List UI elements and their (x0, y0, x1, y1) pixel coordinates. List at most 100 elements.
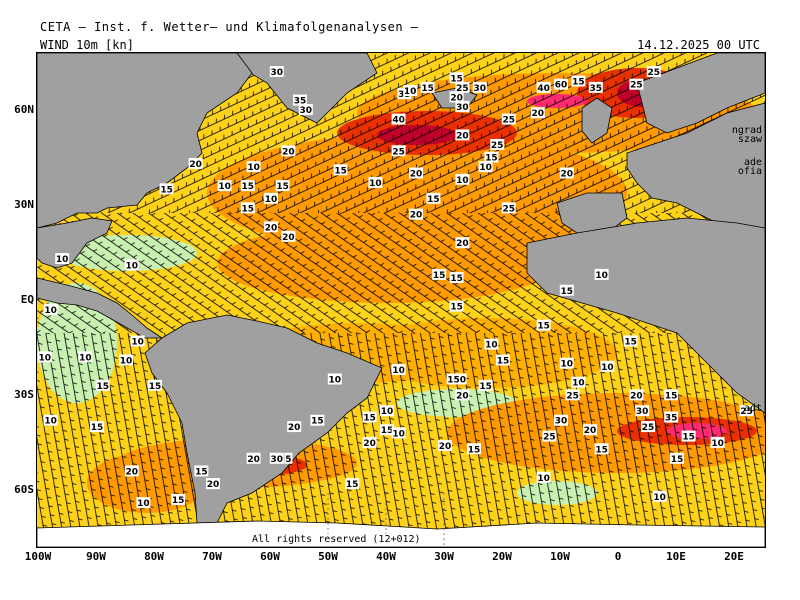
speed-label-bg (536, 81, 551, 93)
scandinavia (636, 53, 765, 134)
speed-label-bg (554, 414, 568, 426)
speed-label: 15 (450, 74, 463, 84)
speed-label: 15 (346, 480, 359, 490)
speed-label: 15 (149, 382, 162, 392)
city-fragment-warszaw: szaw (737, 134, 762, 145)
speed-label: 10 (601, 363, 614, 373)
lon-label-0: 0 (614, 550, 622, 563)
lat-label-30n: 30N (14, 198, 34, 211)
speed-label: 25 (543, 433, 556, 443)
speed-label: 25 (566, 391, 579, 401)
speed-label-bg (206, 478, 220, 490)
speed-label-bg (478, 161, 493, 173)
speed-label-bg (409, 208, 423, 220)
speed-label: 25 (740, 407, 753, 417)
lat-label-60s: 60S (14, 483, 34, 496)
speed-label: 10 (711, 439, 724, 449)
city-fragment-kaliningrad: ngrad (731, 125, 762, 136)
speed-label: 10 (247, 163, 260, 173)
speed-label: 25 (491, 141, 504, 151)
speed-label-bg (284, 452, 293, 464)
speed-label-bg (159, 183, 174, 195)
speed-label-bg (446, 373, 467, 385)
speed-label-bg (380, 424, 394, 436)
speed-label-bg (362, 411, 377, 423)
iberia (556, 192, 628, 234)
speed-label: 10 (265, 195, 278, 205)
speed-label-bg (426, 192, 441, 204)
speed-label-bg (345, 478, 360, 490)
speed-label: 20 (189, 160, 202, 170)
speed-label-bg (455, 81, 470, 93)
speed-label: 30 (636, 407, 649, 417)
speed-label: 15 (97, 382, 110, 392)
speed-label: 30 (300, 106, 313, 116)
speed-label: 10 (381, 407, 394, 417)
speed-label-bg (95, 379, 110, 391)
speed-label-bg (217, 180, 232, 192)
parameter-label: WIND 10m [kn] (40, 38, 134, 52)
speed-label-bg (467, 443, 481, 455)
speed-label: 10 (561, 360, 574, 370)
lon-label-10w: 10W (550, 550, 570, 563)
speed-label-bg (43, 414, 58, 426)
speed-label: 20 (584, 426, 597, 436)
speed-label-bg (391, 113, 406, 125)
speed-label-bg (565, 389, 580, 401)
speed-label: 30 (555, 417, 568, 427)
speed-label-bg (496, 354, 510, 366)
speed-label: 10 (218, 182, 231, 192)
speed-label: 20 (630, 391, 643, 401)
speed-label: 10 (572, 379, 585, 389)
speed-label: 10 (137, 499, 150, 509)
speed-label: 35 (590, 84, 603, 94)
speed-label: 15 (665, 391, 678, 401)
speed-label: 10 (392, 429, 405, 439)
speed-label: 25 (503, 116, 516, 126)
speed-label-bg (438, 440, 452, 452)
speed-label: 20 (265, 223, 278, 233)
speed-label-bg (664, 389, 679, 401)
speed-label-bg (37, 351, 52, 363)
speed-label-bg (629, 78, 644, 90)
speed-label-bg (536, 471, 551, 483)
lat-label-60n: 60N (14, 103, 34, 116)
speed-label-bg (391, 364, 406, 375)
speed-label: 20 (561, 169, 574, 179)
speed-label-bg (710, 436, 725, 448)
speed-label-bg (455, 100, 470, 112)
speed-label-bg (403, 85, 418, 97)
speed-label: 15 (160, 185, 173, 195)
speed-label-bg (43, 303, 58, 315)
speed-label-bg (171, 493, 186, 505)
speed-label-bg (246, 452, 261, 464)
city-fragment-sofia: ofia (737, 166, 762, 177)
speed-label-bg (269, 66, 284, 78)
speed-label: 15 (450, 274, 463, 284)
speed-label-bg (55, 253, 70, 265)
speed-label-bg (264, 221, 278, 233)
speed-label: 60 (555, 81, 568, 91)
speed-label-bg (571, 75, 586, 87)
speed-label-bg (554, 78, 568, 90)
speed-label-bg (530, 107, 545, 119)
speed-label: 15 (485, 154, 498, 164)
speed-label: 15 (468, 445, 481, 455)
speed-label-bg (240, 180, 255, 192)
speed-label: 15 (311, 417, 324, 427)
speed-label-bg (536, 319, 551, 331)
map-canvas: 1525302535101525304060153535302030402520… (37, 53, 765, 547)
speed-label: 10 (126, 261, 139, 271)
speed-label: 10 (404, 87, 417, 97)
speed-label-bg (275, 180, 290, 192)
speed-label: 20 (247, 455, 260, 465)
speed-label: 20 (410, 211, 423, 221)
lon-label-80w: 80W (144, 550, 164, 563)
speed-label: 10 (392, 366, 405, 376)
landmasses (37, 53, 765, 547)
speed-label-bg (681, 430, 696, 442)
speed-label-bg (391, 427, 406, 439)
speed-label-bg (368, 176, 383, 188)
speed-label-bg (391, 145, 406, 157)
speed-label-bg (281, 230, 296, 242)
